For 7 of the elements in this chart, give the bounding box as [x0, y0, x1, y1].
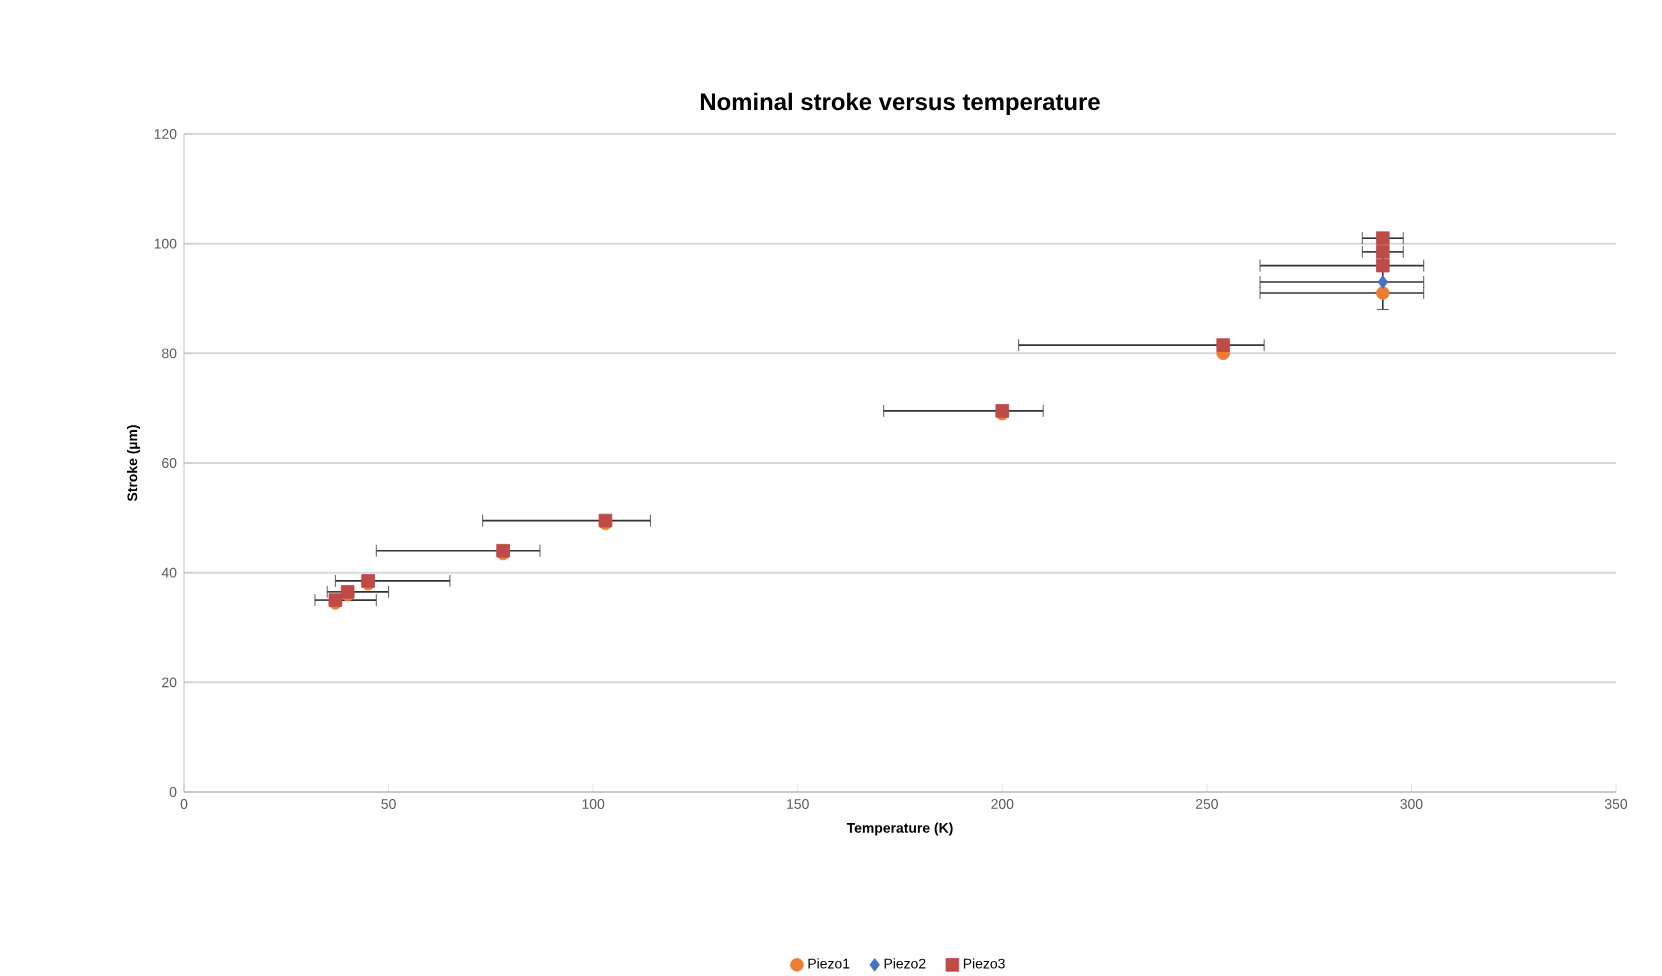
point: [1377, 275, 1388, 289]
point: [1376, 258, 1390, 273]
point: [1376, 286, 1390, 300]
point: [1216, 338, 1231, 352]
chart-title: Nominal stroke versus temperature: [700, 92, 1100, 116]
point: [1376, 245, 1390, 259]
point: [1376, 231, 1390, 245]
